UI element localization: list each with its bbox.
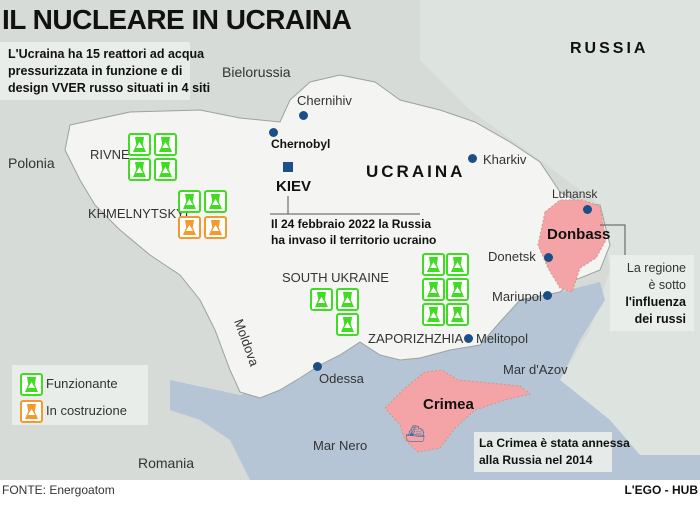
reactor-icon-operating (128, 158, 151, 181)
donbass-note-line: La regione (626, 261, 686, 275)
source-label: FONTE: Energoatom (2, 483, 115, 497)
intro-line: pressurizzata in funzione e di (8, 64, 183, 78)
label-poland: Polonia (8, 155, 55, 171)
city-dot (583, 205, 592, 214)
crimea-area (384, 369, 532, 453)
invasion-note: Il 24 febbraio 2022 la Russia (271, 217, 432, 231)
label-belarus: Bielorussia (222, 64, 291, 80)
reactor-icon-construction (204, 216, 227, 239)
reactor-icon-operating (336, 313, 359, 336)
intro-box: L'Ucraina ha 15 reattori ad acqua pressu… (0, 42, 210, 100)
crimea-note-line: La Crimea è stata annessa (479, 436, 630, 450)
label-black-sea: Mar Nero (313, 438, 368, 453)
legend-construction-label: In costruzione (46, 403, 127, 418)
donbass-note-line: l'influenza (625, 295, 686, 309)
reactor-icon-operating (128, 133, 151, 156)
donbass-area (537, 199, 607, 293)
city-dot (543, 291, 552, 300)
footer: FONTE: Energoatom L'EGO - HUB (0, 480, 700, 516)
reactor-icon-operating (154, 158, 177, 181)
capital-marker (283, 162, 293, 172)
reactor-icon-operating (204, 190, 227, 213)
legend-operating-icon (20, 373, 43, 396)
label-russia: RUSSIA (570, 40, 649, 57)
city-dot (544, 253, 553, 262)
reactor-icon-operating (422, 278, 445, 301)
city-mariupol: Mariupol (492, 289, 542, 304)
intro-line: design VVER russo situati in 4 siti (8, 81, 211, 95)
city-odessa: Odessa (319, 371, 364, 386)
label-ukraine: UCRAINA (366, 162, 466, 181)
site-label-khmelnytskyi: KHMELNYTSKYI (88, 206, 189, 221)
reactor-icon-operating (446, 278, 469, 301)
reactor-icon-operating (310, 288, 333, 311)
city-dot (299, 111, 308, 120)
legend-construction-icon (20, 400, 43, 423)
crimea-note-line: alla Russia nel 2014 (479, 453, 593, 467)
donbass-note-box: La regione è sotto l'influenza dei russi (610, 255, 694, 331)
legend-operating-label: Funzionante (46, 376, 118, 391)
city-kharkiv: Kharkiv (483, 152, 527, 167)
city-dot (464, 334, 473, 343)
reactor-icon-operating (446, 253, 469, 276)
city-donetsk: Donetsk (488, 249, 536, 264)
donbass-note-line: è sotto (648, 278, 686, 292)
russia-land (420, 0, 700, 470)
donbass-callout-line (600, 224, 626, 255)
donbass-note-line: dei russi (634, 312, 686, 326)
site-label-south-ukraine: SOUTH UKRAINE (282, 270, 389, 285)
crimea-note-box: La Crimea è stata annessa alla Russia ne… (474, 432, 630, 472)
ship-icon: ⛴ (405, 426, 426, 443)
city-luhansk: Luhansk (552, 187, 598, 201)
reactor-icon-operating (154, 133, 177, 156)
label-crimea: Crimea (423, 396, 474, 413)
city-dot (313, 362, 322, 371)
site-label-zaporizhzhia: ZAPORIZHZHIA (368, 331, 464, 346)
city-melitopol: Melitopol (476, 331, 529, 346)
reactor-icon-construction (178, 216, 201, 239)
intro-line: L'Ucraina ha 15 reattori ad acqua (8, 47, 205, 61)
city-kiev: KIEV (276, 178, 312, 195)
reactor-icon-operating (422, 253, 445, 276)
reactor-icon-operating (422, 303, 445, 326)
city-dot (269, 128, 278, 137)
credit-label: L'EGO - HUB (624, 483, 698, 497)
label-donbass: Donbass (547, 226, 611, 243)
invasion-note: ha invaso il territorio ucraino (271, 233, 437, 247)
reactor-icon-operating (336, 288, 359, 311)
reactor-icon-operating (178, 190, 201, 213)
legend: Funzionante In costruzione (12, 365, 148, 425)
city-dot (468, 154, 477, 163)
reactor-icon-operating (446, 303, 469, 326)
city-chernobyl: Chernobyl (271, 137, 331, 151)
page-title: IL NUCLEARE IN UCRAINA (2, 4, 352, 35)
label-azov-sea: Mar d'Azov (503, 362, 568, 377)
kiev-callout-line (270, 196, 420, 215)
site-label-rivne: RIVNE (90, 147, 130, 162)
city-chernihiv: Chernihiv (297, 93, 352, 108)
label-romania: Romania (138, 455, 195, 471)
